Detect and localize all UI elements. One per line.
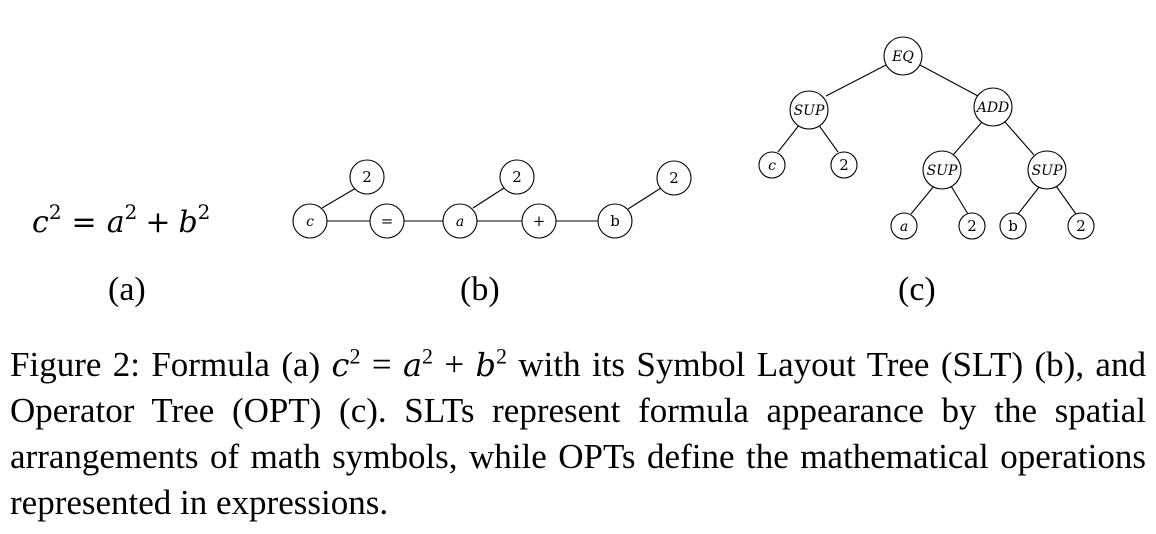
opt-node-b-exp: 2 bbox=[1068, 213, 1094, 239]
opt-node-add: ADD bbox=[974, 88, 1012, 126]
panel-label-b: (b) bbox=[460, 271, 500, 308]
caption-plus: + bbox=[433, 345, 475, 384]
formula-c: c bbox=[32, 205, 49, 240]
opt-node-b: b bbox=[1000, 213, 1026, 239]
svg-text:=: = bbox=[381, 212, 394, 230]
svg-text:2: 2 bbox=[669, 169, 679, 187]
svg-text:a: a bbox=[456, 214, 464, 230]
slt-node-c: c bbox=[293, 204, 327, 238]
formula-plus: + bbox=[145, 205, 170, 240]
caption-b-exp: 2 bbox=[496, 343, 507, 368]
caption-c: c bbox=[332, 346, 350, 384]
formula-panel: c2 = a2 + b2 (a) bbox=[32, 200, 210, 308]
svg-text:SUP: SUP bbox=[927, 163, 958, 179]
svg-text:SUP: SUP bbox=[1032, 163, 1063, 179]
caption-prefix: Figure 2: Formula (a) bbox=[10, 345, 332, 384]
formula-a-exponent: 2 bbox=[125, 200, 138, 224]
svg-text:c: c bbox=[768, 158, 776, 174]
svg-text:b: b bbox=[1008, 217, 1018, 235]
slt-sup-c: 2 bbox=[350, 160, 384, 194]
formula-b: b bbox=[178, 205, 197, 240]
caption-a: a bbox=[403, 346, 422, 384]
opt-edge bbox=[951, 186, 968, 214]
figure-caption: Figure 2: Formula (a) c2 = a2 + b2 with … bbox=[10, 342, 1146, 526]
slt-node-b: b bbox=[598, 204, 632, 238]
svg-text:c: c bbox=[306, 214, 314, 230]
caption-a-exp: 2 bbox=[422, 343, 433, 368]
caption-eq: = bbox=[360, 345, 402, 384]
slt-panel: c = a + b 2 2 2 (b) bbox=[293, 160, 691, 308]
svg-text:EQ: EQ bbox=[891, 49, 914, 65]
caption-b: b bbox=[476, 346, 496, 384]
opt-node-eq: EQ bbox=[884, 37, 922, 75]
opt-node-sup-left: SUP bbox=[790, 91, 828, 129]
svg-text:2: 2 bbox=[967, 217, 977, 235]
opt-edge bbox=[953, 122, 982, 155]
svg-text:+: + bbox=[533, 212, 546, 230]
svg-text:c2=a2+b2: c2 = a2 + b2 bbox=[32, 200, 210, 240]
slt-sup-b: 2 bbox=[657, 161, 691, 195]
opt-edge bbox=[1005, 122, 1034, 155]
opt-edge bbox=[920, 65, 978, 96]
svg-text:SUP: SUP bbox=[794, 103, 825, 119]
opt-edge bbox=[778, 124, 800, 152]
svg-text:2: 2 bbox=[512, 168, 522, 186]
slt-node-equals: = bbox=[370, 204, 404, 238]
opt-node-a: a bbox=[891, 213, 917, 239]
slt-node-plus: + bbox=[522, 204, 556, 238]
svg-text:2: 2 bbox=[1076, 217, 1086, 235]
slt-node-a: a bbox=[443, 204, 477, 238]
opt-edge bbox=[1018, 186, 1040, 214]
formula-c-exponent: 2 bbox=[49, 200, 62, 224]
panel-label-a: (a) bbox=[108, 271, 146, 308]
opt-node-c: c bbox=[759, 152, 785, 178]
formula-a: a bbox=[107, 205, 125, 240]
opt-node-c-exp: 2 bbox=[831, 152, 857, 178]
svg-text:ADD: ADD bbox=[975, 100, 1010, 116]
panel-label-c: (c) bbox=[898, 271, 936, 308]
opt-edge bbox=[818, 124, 838, 152]
formula-b-exponent: 2 bbox=[198, 200, 211, 224]
formula-equals: = bbox=[72, 205, 97, 240]
slt-sup-edge bbox=[628, 188, 661, 209]
svg-text:2: 2 bbox=[362, 168, 372, 186]
slt-sup-edge bbox=[322, 188, 356, 208]
opt-edge bbox=[826, 65, 886, 96]
opt-panel: EQ SUP ADD c 2 SUP SUP a bbox=[759, 37, 1094, 308]
svg-text:2: 2 bbox=[839, 156, 849, 174]
svg-text:b: b bbox=[610, 212, 620, 230]
opt-edge bbox=[911, 186, 934, 214]
svg-text:a: a bbox=[900, 219, 908, 235]
slt-sup-a: 2 bbox=[500, 160, 534, 194]
caption-c-exp: 2 bbox=[349, 343, 360, 368]
opt-node-sup-b: SUP bbox=[1028, 151, 1066, 189]
opt-node-sup-a: SUP bbox=[923, 151, 961, 189]
slt-sup-edge bbox=[473, 188, 504, 208]
opt-edge bbox=[1056, 186, 1076, 214]
opt-node-a-exp: 2 bbox=[959, 213, 985, 239]
